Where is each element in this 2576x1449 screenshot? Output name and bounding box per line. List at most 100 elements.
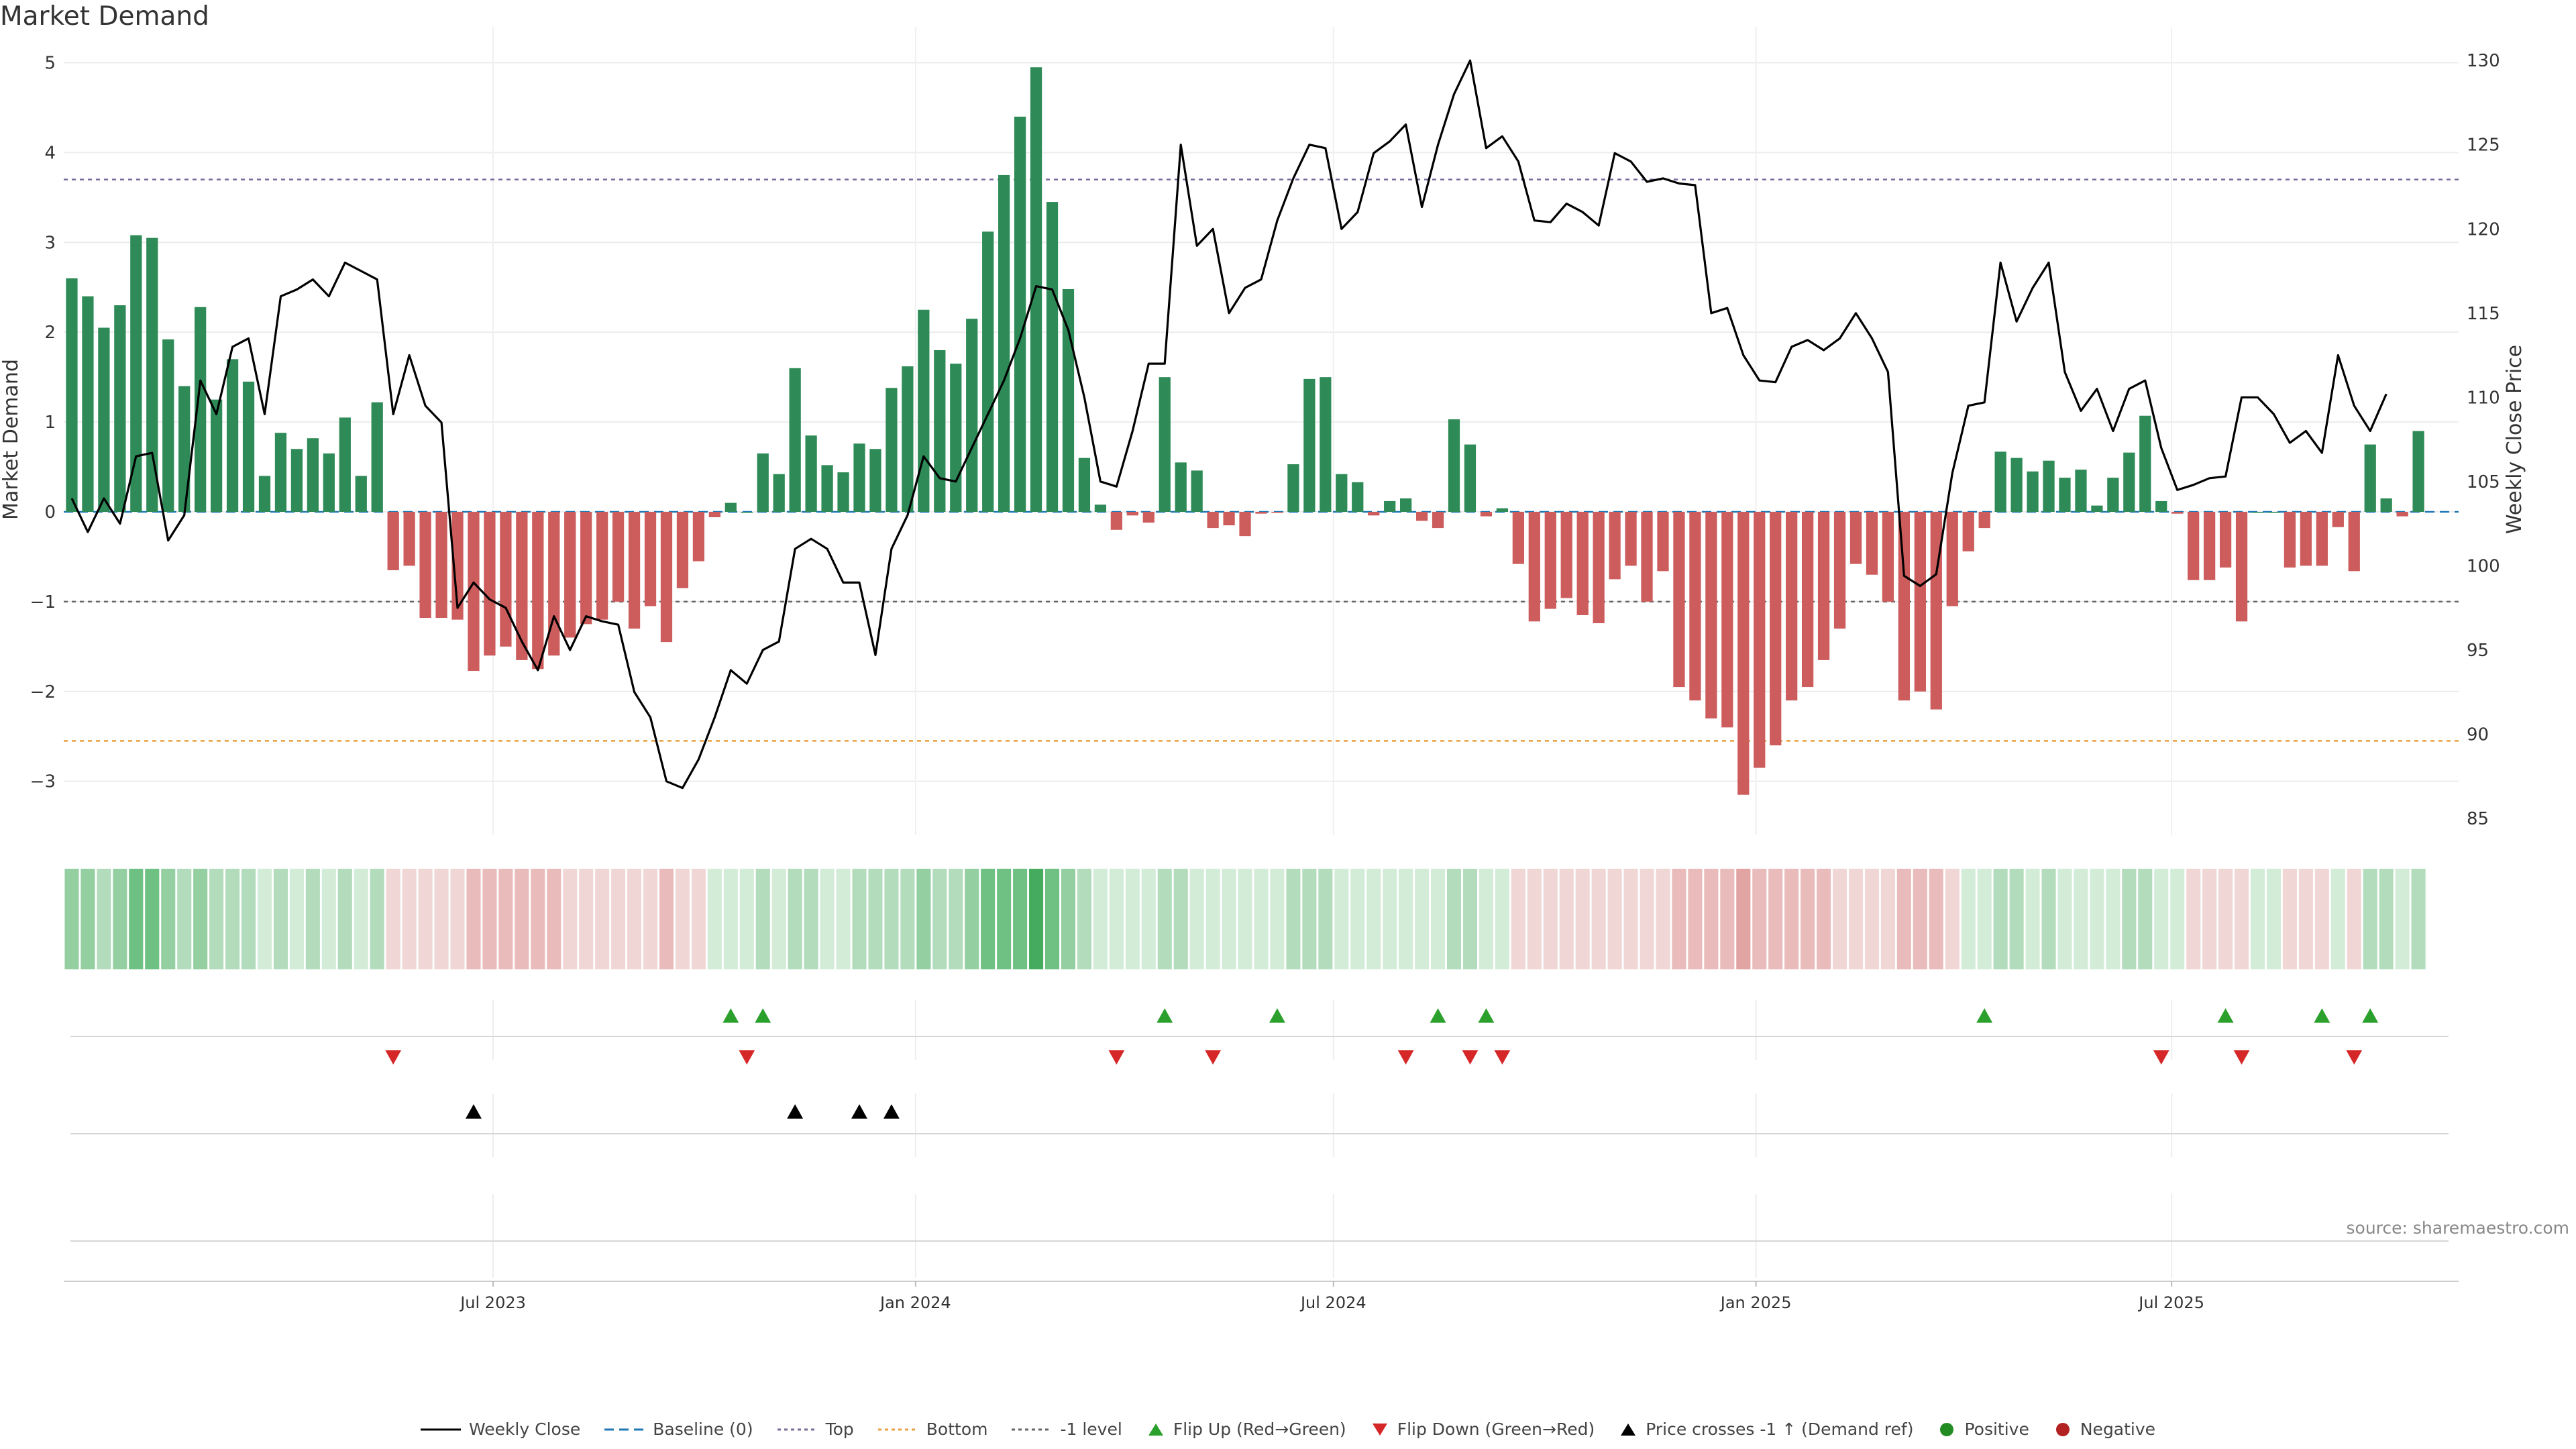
demand-bar: [1142, 512, 1155, 523]
demand-bar: [1126, 512, 1138, 516]
demand-bar: [1191, 470, 1203, 512]
legend-swatch: [604, 1428, 645, 1430]
demand-bar: [1223, 512, 1235, 526]
demand-bar: [1448, 419, 1460, 512]
state-strip-cell: [1125, 869, 1140, 969]
y-axis-label-left: Market Demand: [0, 359, 23, 520]
state-strip-cell: [836, 869, 851, 969]
state-strip-cell: [1880, 869, 1895, 969]
state-strip-cell: [1157, 869, 1172, 969]
legend-swatch: [1621, 1423, 1636, 1436]
state-strip-cell: [547, 869, 561, 969]
state-strip-cell: [2314, 869, 2329, 969]
state-strip-cell: [1109, 869, 1124, 969]
demand-bar: [1207, 512, 1219, 529]
source-credit: source: sharemaestro.com: [2346, 1218, 2570, 1238]
legend-swatch: [877, 1428, 918, 1430]
demand-bar: [210, 399, 223, 512]
state-strip-cell: [1784, 869, 1799, 969]
demand-bar: [596, 512, 608, 620]
state-strip-cell: [2266, 869, 2282, 969]
price-cross-marker: [787, 1104, 804, 1119]
state-strip-cell: [804, 869, 818, 969]
demand-bar: [323, 453, 335, 512]
y-tick-label-right: 100: [2467, 556, 2500, 576]
state-strip-cell: [949, 869, 963, 969]
demand-bar: [821, 465, 833, 512]
state-strip-cell: [2009, 869, 2024, 969]
demand-bar: [435, 512, 447, 618]
state-strip-cell: [965, 869, 979, 969]
state-strip-cell: [659, 869, 674, 969]
state-strip-cell: [723, 869, 738, 969]
demand-bar: [1528, 512, 1540, 622]
legend-item: Baseline (0): [604, 1419, 753, 1439]
demand-bar: [950, 364, 962, 512]
flip-up-marker: [722, 1008, 739, 1023]
state-strip-cell: [595, 869, 610, 969]
state-strip-cell: [386, 869, 400, 969]
state-strip-cell: [1672, 869, 1686, 969]
demand-bar: [934, 350, 946, 512]
state-strip-cell: [1961, 869, 1976, 969]
demand-bar: [1641, 512, 1653, 602]
demand-bar: [516, 512, 528, 660]
demand-bar: [403, 512, 415, 566]
flip-up-marker: [1269, 1008, 1285, 1023]
demand-bar: [1962, 512, 1974, 551]
demand-bar: [708, 512, 720, 518]
legend-item: Positive: [1937, 1419, 2029, 1439]
y-tick-label-left: 0: [44, 502, 56, 523]
state-strip-cell: [1141, 869, 1156, 969]
demand-bar: [628, 512, 641, 629]
y-tick-label-right: 120: [2467, 219, 2500, 239]
state-strip-cell: [1462, 869, 1478, 969]
state-strip-cell: [80, 869, 95, 969]
state-strip-cell: [1189, 869, 1204, 969]
state-strip-cell: [2122, 869, 2137, 969]
state-strip-cell: [418, 869, 433, 969]
demand-bar: [146, 237, 158, 512]
demand-bar: [2251, 512, 2264, 513]
x-tick-label: Jul 2025: [2137, 1293, 2204, 1312]
demand-bar: [1994, 451, 2006, 512]
demand-bar: [1625, 512, 1637, 566]
state-strip-cell: [531, 869, 545, 969]
demand-bar: [1609, 512, 1621, 580]
demand-bar: [484, 512, 496, 656]
state-strip-cell: [1640, 869, 1654, 969]
legend-item: Flip Down (Green→Red): [1371, 1419, 1595, 1439]
demand-bar: [2139, 415, 2151, 512]
legend-label: Negative: [2080, 1419, 2156, 1439]
y-tick-label-right: 115: [2467, 304, 2500, 324]
demand-bar: [1320, 377, 1332, 512]
demand-bar: [853, 443, 865, 512]
demand-bar: [564, 512, 576, 638]
y-tick-label-right: 110: [2467, 388, 2500, 408]
demand-bar: [290, 449, 303, 512]
signal-markers: [70, 1008, 2449, 1242]
demand-bar: [2396, 512, 2408, 517]
state-strip-cell: [2330, 869, 2345, 969]
y-tick-label-right: 105: [2467, 472, 2500, 492]
demand-bar: [2203, 512, 2216, 580]
flip-down-marker: [739, 1050, 755, 1065]
demand-bar: [1802, 512, 1814, 688]
demand-bar: [741, 512, 753, 513]
demand-bar: [1560, 512, 1572, 598]
state-strip-cell: [2170, 869, 2185, 969]
state-strip-cell: [1205, 869, 1220, 969]
price-line-layer: [70, 59, 2387, 790]
demand-bar: [1833, 512, 1846, 629]
legend-item: Flip Up (Red→Green): [1146, 1419, 1346, 1439]
state-strip-cell: [482, 869, 497, 969]
legend-swatch: [2055, 1422, 2070, 1436]
state-strip-cell: [1848, 869, 1864, 969]
demand-bar: [2123, 452, 2135, 512]
state-strip-cell: [2106, 869, 2121, 969]
state-strip-cell: [2202, 869, 2217, 969]
demand-bar: [1046, 202, 1059, 512]
x-tick-label: Jan 2024: [879, 1293, 951, 1312]
x-axis: Jul 2023 Jan 2024 Jul 2024 Jan 2025 Jul 2025: [64, 1281, 2459, 1312]
flip-down-marker: [1205, 1050, 1222, 1065]
